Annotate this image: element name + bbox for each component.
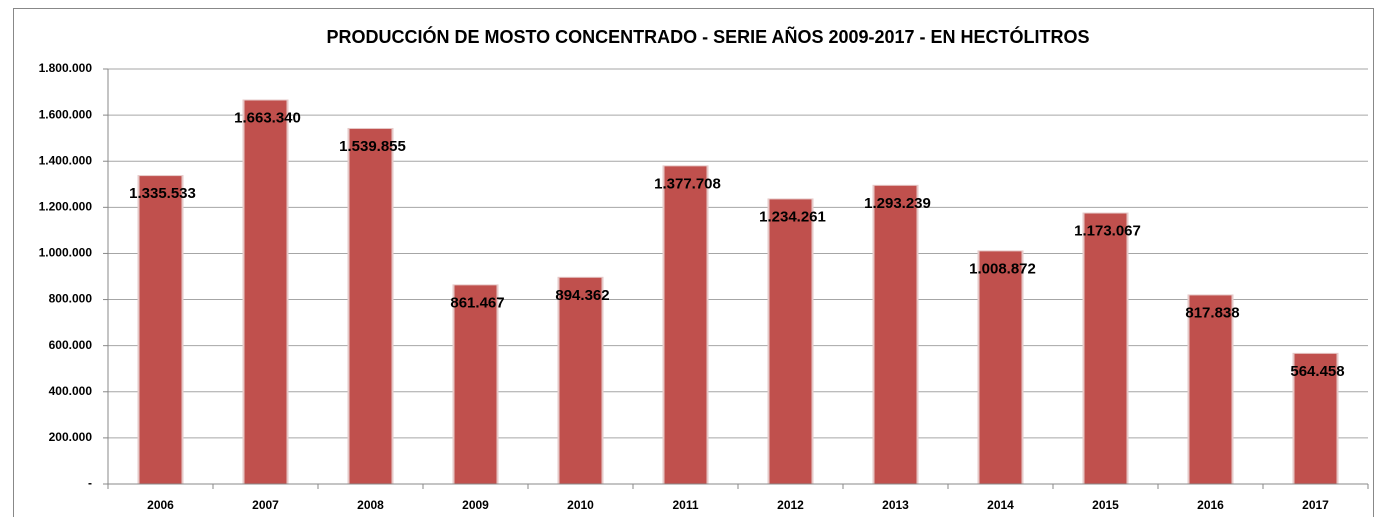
y-tick-label: 400.000 <box>49 384 93 398</box>
x-tick-label: 2010 <box>567 498 594 512</box>
bar <box>244 100 287 484</box>
data-label: 1.377.708 <box>654 175 721 192</box>
x-tick-label: 2013 <box>882 498 909 512</box>
y-tick-label: 1.600.000 <box>39 107 93 121</box>
x-tick-label: 2009 <box>462 498 489 512</box>
data-label: 894.362 <box>555 287 609 304</box>
x-tick-label: 2017 <box>1302 498 1329 512</box>
bar <box>1189 295 1232 484</box>
data-label: 1.234.261 <box>759 208 826 225</box>
x-tick-label: 2007 <box>252 498 279 512</box>
x-tick-label: 2014 <box>987 498 1014 512</box>
chart-title: PRODUCCIÓN DE MOSTO CONCENTRADO - SERIE … <box>326 26 1089 47</box>
bar <box>349 128 392 484</box>
x-tick-label: 2011 <box>672 498 698 512</box>
y-tick-label: 1.400.000 <box>39 153 93 167</box>
data-label: 1.008.872 <box>969 260 1036 277</box>
bar <box>979 251 1022 484</box>
bar <box>559 277 602 484</box>
y-tick-label: 1.000.000 <box>39 246 93 260</box>
data-label: 1.293.239 <box>864 195 931 212</box>
data-label: 1.539.855 <box>339 138 406 155</box>
bar <box>664 166 707 485</box>
bar <box>769 199 812 484</box>
x-tick-label: 2016 <box>1197 498 1224 512</box>
data-label: 1.335.533 <box>129 185 196 202</box>
bar <box>1084 213 1127 484</box>
x-tick-label: 2008 <box>357 498 384 512</box>
x-tick-label: 2015 <box>1092 498 1119 512</box>
bar <box>454 285 497 484</box>
y-tick-label: 1.200.000 <box>39 200 93 214</box>
y-tick-label: - <box>88 476 92 490</box>
data-label: 1.173.067 <box>1074 223 1141 240</box>
bar <box>874 185 917 485</box>
y-tick-label: 800.000 <box>49 292 93 306</box>
data-label: 564.458 <box>1290 363 1344 380</box>
data-label: 817.838 <box>1185 304 1239 321</box>
data-label: 1.663.340 <box>234 109 301 126</box>
data-label: 861.467 <box>450 294 504 311</box>
y-tick-label: 1.800.000 <box>39 61 93 75</box>
y-tick-label: 200.000 <box>49 430 93 444</box>
y-tick-label: 600.000 <box>49 338 93 352</box>
x-tick-label: 2006 <box>147 498 174 512</box>
bar <box>1294 353 1337 484</box>
bar <box>139 176 182 484</box>
x-tick-label: 2012 <box>777 498 804 512</box>
